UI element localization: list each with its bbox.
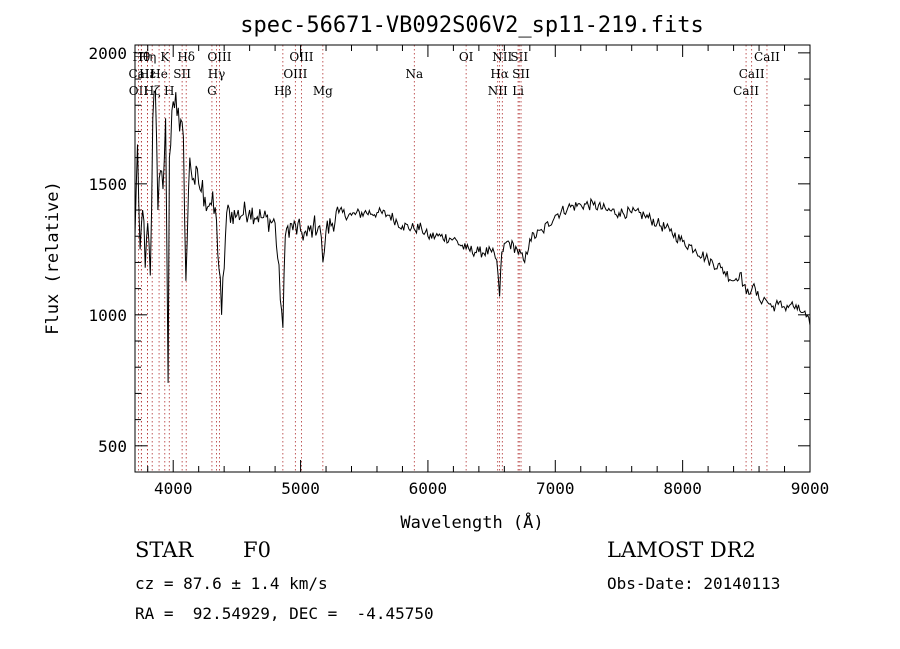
axis-ticks: 4000 5000 6000 7000 8000 9000 500 1000 1500 2000 (88, 44, 829, 498)
line-marker-label-12: Hγ (208, 67, 226, 81)
series-layer (134, 90, 811, 383)
x-tick-label-7000: 7000 (536, 479, 575, 498)
line-marker-label-27: CaII (739, 67, 765, 81)
plot-frame (134, 44, 811, 473)
redshift-text: cz = 87.6 ± 1.4 km/s (135, 574, 328, 593)
line-marker-label-9: SII (173, 67, 191, 81)
line-marker-label-7: K (160, 50, 170, 64)
chart-title: spec-56671-VB092S06V2_sp11-219.fits (240, 13, 704, 38)
x-tick-label-4000: 4000 (154, 479, 193, 498)
line-marker-label-23: Li (512, 84, 524, 98)
line-marker-label-28: CaII (754, 50, 780, 64)
y-tick-label-2000: 2000 (88, 44, 127, 63)
line-marker-label-17: Mg (313, 84, 333, 98)
line-marker-label-13: OIII (207, 50, 231, 64)
line-marker-label-0: OII (129, 84, 149, 98)
spectrum-series-0 (134, 90, 811, 383)
x-tick-label-5000: 5000 (281, 479, 320, 498)
y-tick-label-1000: 1000 (88, 306, 127, 325)
x-tick-label-9000: 9000 (791, 479, 830, 498)
y-tick-label-500: 500 (98, 437, 127, 456)
survey-name: LAMOST DR2 (607, 538, 756, 562)
spectral-line-markers: OIIHθCaIIHηHεHζHeKHSIIHδGHγOIIIHβOIIIOII… (128, 45, 780, 472)
line-marker-label-8: H (164, 84, 174, 98)
line-marker-label-24: SII (510, 50, 528, 64)
y-axis-label: Flux (relative) (43, 181, 63, 335)
line-marker-label-11: G (207, 84, 217, 98)
line-marker-label-6: He (150, 67, 168, 81)
line-marker-label-21: Hα (490, 67, 509, 81)
y-tick-label-1500: 1500 (88, 175, 127, 194)
line-marker-label-14: Hβ (274, 84, 291, 98)
coordinates-text: RA = 92.54929, DEC = -4.45750 (135, 604, 434, 623)
line-marker-label-19: OI (459, 50, 474, 64)
x-tick-label-6000: 6000 (409, 479, 448, 498)
line-marker-label-18: Na (405, 67, 423, 81)
line-marker-label-26: CaII (733, 84, 759, 98)
object-subclass: F0 (243, 538, 271, 562)
line-marker-label-25: SII (512, 67, 530, 81)
line-marker-label-10: Hδ (177, 50, 195, 64)
x-tick-label-8000: 8000 (663, 479, 702, 498)
line-marker-label-16: OIII (289, 50, 313, 64)
line-marker-label-5: Hζ (144, 84, 161, 98)
line-marker-label-4: Hε (139, 67, 156, 81)
obs-date: Obs-Date: 20140113 (607, 574, 781, 593)
line-marker-label-20: NII (488, 84, 508, 98)
x-axis-label: Wavelength (Å) (400, 511, 543, 533)
line-marker-label-22: NII (492, 50, 512, 64)
line-marker-label-15: OIII (283, 67, 307, 81)
object-class: STAR (135, 538, 194, 562)
